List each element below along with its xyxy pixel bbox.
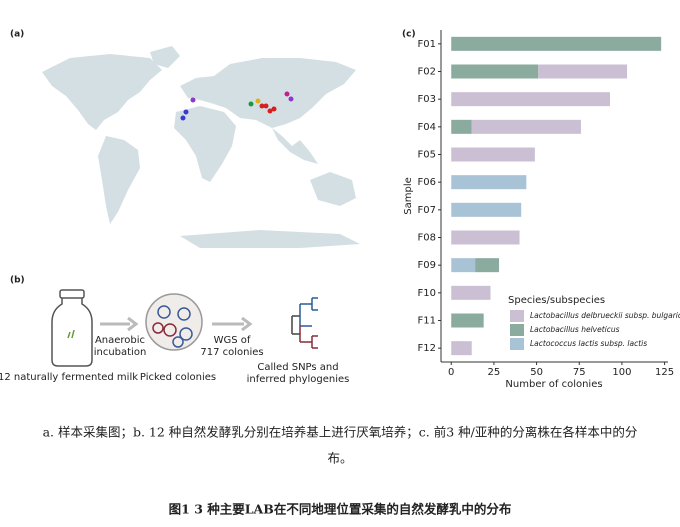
bar-segment [451, 92, 610, 107]
step-label: incubation [94, 347, 147, 358]
bar-segment [451, 147, 535, 162]
step-label: Called SNPs and [257, 362, 338, 373]
sample-sites [180, 91, 294, 121]
x-tick-label: 125 [655, 367, 674, 378]
legend-swatch [510, 310, 524, 322]
y-axis-label: Sample [403, 177, 414, 215]
step-label: 717 colonies [200, 347, 263, 358]
x-tick-label: 100 [612, 367, 631, 378]
y-tick-label: F08 [418, 233, 436, 244]
x-tick-label: 0 [448, 367, 454, 378]
step-label: WGS of [214, 335, 251, 346]
bar-segment [451, 341, 472, 356]
step-label: Picked colonies [140, 372, 216, 383]
legend-box [500, 290, 672, 356]
y-tick-label: F06 [418, 177, 436, 188]
step-label: Anaerobic [95, 335, 145, 346]
step-label: 12 naturally fermented milk [0, 372, 138, 383]
bar-segment [451, 202, 522, 217]
bar-segment [451, 36, 662, 51]
y-tick-label: F02 [418, 67, 436, 78]
bar-segment [451, 175, 527, 190]
y-tick-label: F07 [418, 205, 436, 216]
y-tick-label: F01 [418, 39, 436, 50]
y-tick-label: F10 [418, 288, 436, 299]
x-tick-label: 25 [488, 367, 501, 378]
world-map [42, 46, 360, 248]
panel-label: (c) [402, 30, 416, 40]
bar-segment [475, 258, 500, 273]
y-tick-label: F04 [418, 122, 436, 133]
panel-label: (b) [10, 276, 25, 286]
step-label: inferred phylogenies [247, 374, 350, 385]
y-tick-label: F12 [418, 343, 436, 354]
legend-label: Lactobacillus delbrueckii subsp. bulgari… [530, 311, 680, 320]
caption-line: 布。 [327, 451, 352, 466]
bar-segment [451, 64, 539, 79]
legend-title: Species/subspecies [508, 295, 605, 306]
panel-label: (a) [10, 30, 24, 40]
x-tick-label: 50 [530, 367, 543, 378]
caption-line: a. 样本采集图；b. 12 种自然发酵乳分别在培养基上进行厌氧培养；c. 前3… [43, 425, 638, 440]
legend-swatch [510, 338, 524, 350]
y-tick-label: F03 [418, 94, 436, 105]
x-axis-label: Number of colonies [505, 379, 602, 390]
x-tick-label: 75 [573, 367, 586, 378]
bar-segment [451, 119, 472, 134]
y-tick-label: F05 [418, 150, 436, 161]
legend-label: Lactococcus lactis subsp. lactis [530, 339, 647, 348]
legend-swatch [510, 324, 524, 336]
y-tick-label: F11 [418, 316, 436, 327]
milk-icon [67, 329, 75, 339]
bar-chart: 0 25 50 75 100 125 F01 F02 F03 F04 F05 F06 F07 F08 F09… [418, 30, 680, 378]
bar-segment [451, 230, 520, 245]
y-tick-label: F09 [418, 260, 436, 271]
legend-label: Lactobacillus helveticus [530, 325, 620, 334]
bar-segment [451, 258, 476, 273]
bar-segment [451, 285, 491, 300]
bar-segment [538, 64, 628, 79]
figure-title: 图1 3 种主要LAB在不同地理位置采集的自然发酵乳中的分布 [169, 502, 512, 517]
workflow-diagram [51, 289, 318, 367]
bar-segment [471, 119, 581, 134]
bar-segment [451, 313, 484, 328]
